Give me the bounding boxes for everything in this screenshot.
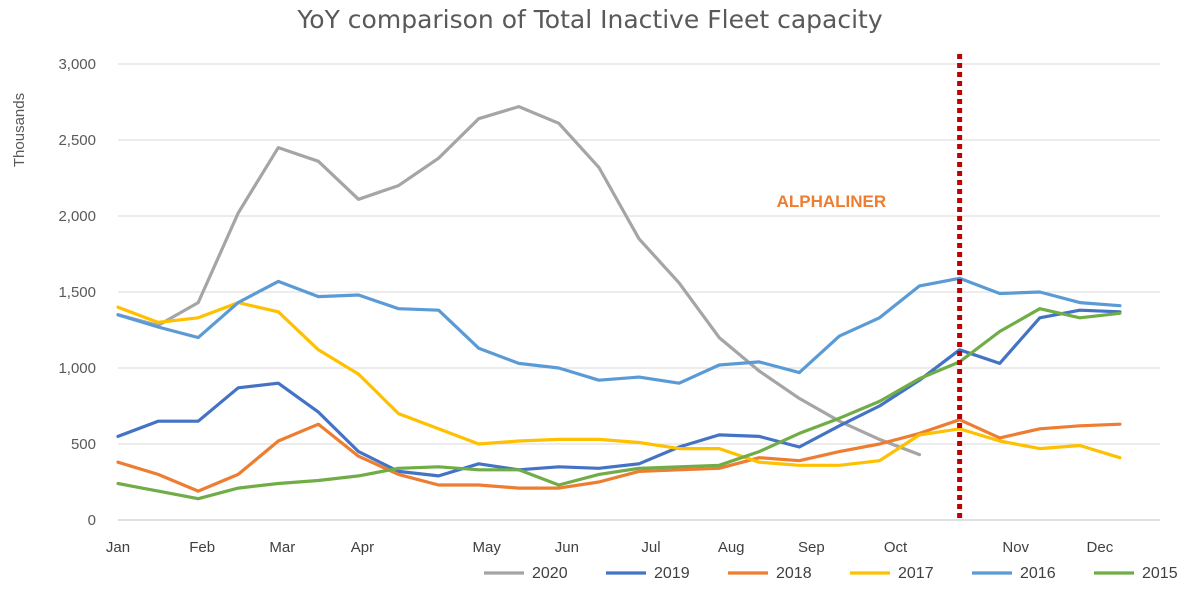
legend: 2020 2019 2018 2017 2016 2015 xyxy=(484,565,1178,582)
legend-label-2018: 2018 xyxy=(776,565,812,582)
series-line-2020 xyxy=(116,105,922,457)
series-lines xyxy=(116,105,1122,501)
x-axis-ticks: Jan Feb Mar Apr May Jun Jul Aug Sep Oct Nov Dec xyxy=(106,539,1114,556)
gridlines xyxy=(118,63,1160,521)
x-tick-label: Nov xyxy=(1002,539,1029,556)
x-tick-label: Sep xyxy=(798,539,825,556)
x-tick-label: May xyxy=(473,539,502,556)
series-line-2019 xyxy=(116,308,1122,478)
series-line-2017 xyxy=(116,301,1122,467)
legend-label-2015: 2015 xyxy=(1142,565,1178,582)
x-tick-label: Mar xyxy=(269,539,295,556)
x-tick-label: Aug xyxy=(718,539,745,556)
y-tick-label: 2,000 xyxy=(58,208,96,225)
y-tick-label: 1,500 xyxy=(58,284,96,301)
x-tick-label: Dec xyxy=(1087,539,1114,556)
x-tick-label: Jun xyxy=(555,539,579,556)
series-line-2015 xyxy=(116,307,1122,501)
y-tick-label: 1,000 xyxy=(58,360,96,377)
x-tick-label: Jan xyxy=(106,539,130,556)
y-axis-label: Thousands xyxy=(11,93,28,167)
x-tick-label: Apr xyxy=(351,539,374,556)
y-tick-label: 3,000 xyxy=(58,56,96,73)
x-tick-label: Oct xyxy=(884,539,908,556)
y-tick-label: 0 xyxy=(88,512,96,529)
x-tick-label: Jul xyxy=(641,539,660,556)
y-axis-ticks: 0 500 1,000 1,500 2,000 2,500 3,000 xyxy=(58,56,96,529)
legend-label-2017: 2017 xyxy=(898,565,934,582)
series-line-2016 xyxy=(116,276,1122,385)
y-tick-label: 500 xyxy=(71,436,96,453)
legend-label-2019: 2019 xyxy=(654,565,690,582)
legend-label-2016: 2016 xyxy=(1020,565,1056,582)
series-line-2018 xyxy=(116,418,1122,493)
x-tick-label: Feb xyxy=(189,539,215,556)
chart-annotation: ALPHALINER xyxy=(777,192,887,211)
y-tick-label: 2,500 xyxy=(58,132,96,149)
chart-title: YoY comparison of Total Inactive Fleet c… xyxy=(296,5,882,34)
legend-label-2020: 2020 xyxy=(532,565,568,582)
